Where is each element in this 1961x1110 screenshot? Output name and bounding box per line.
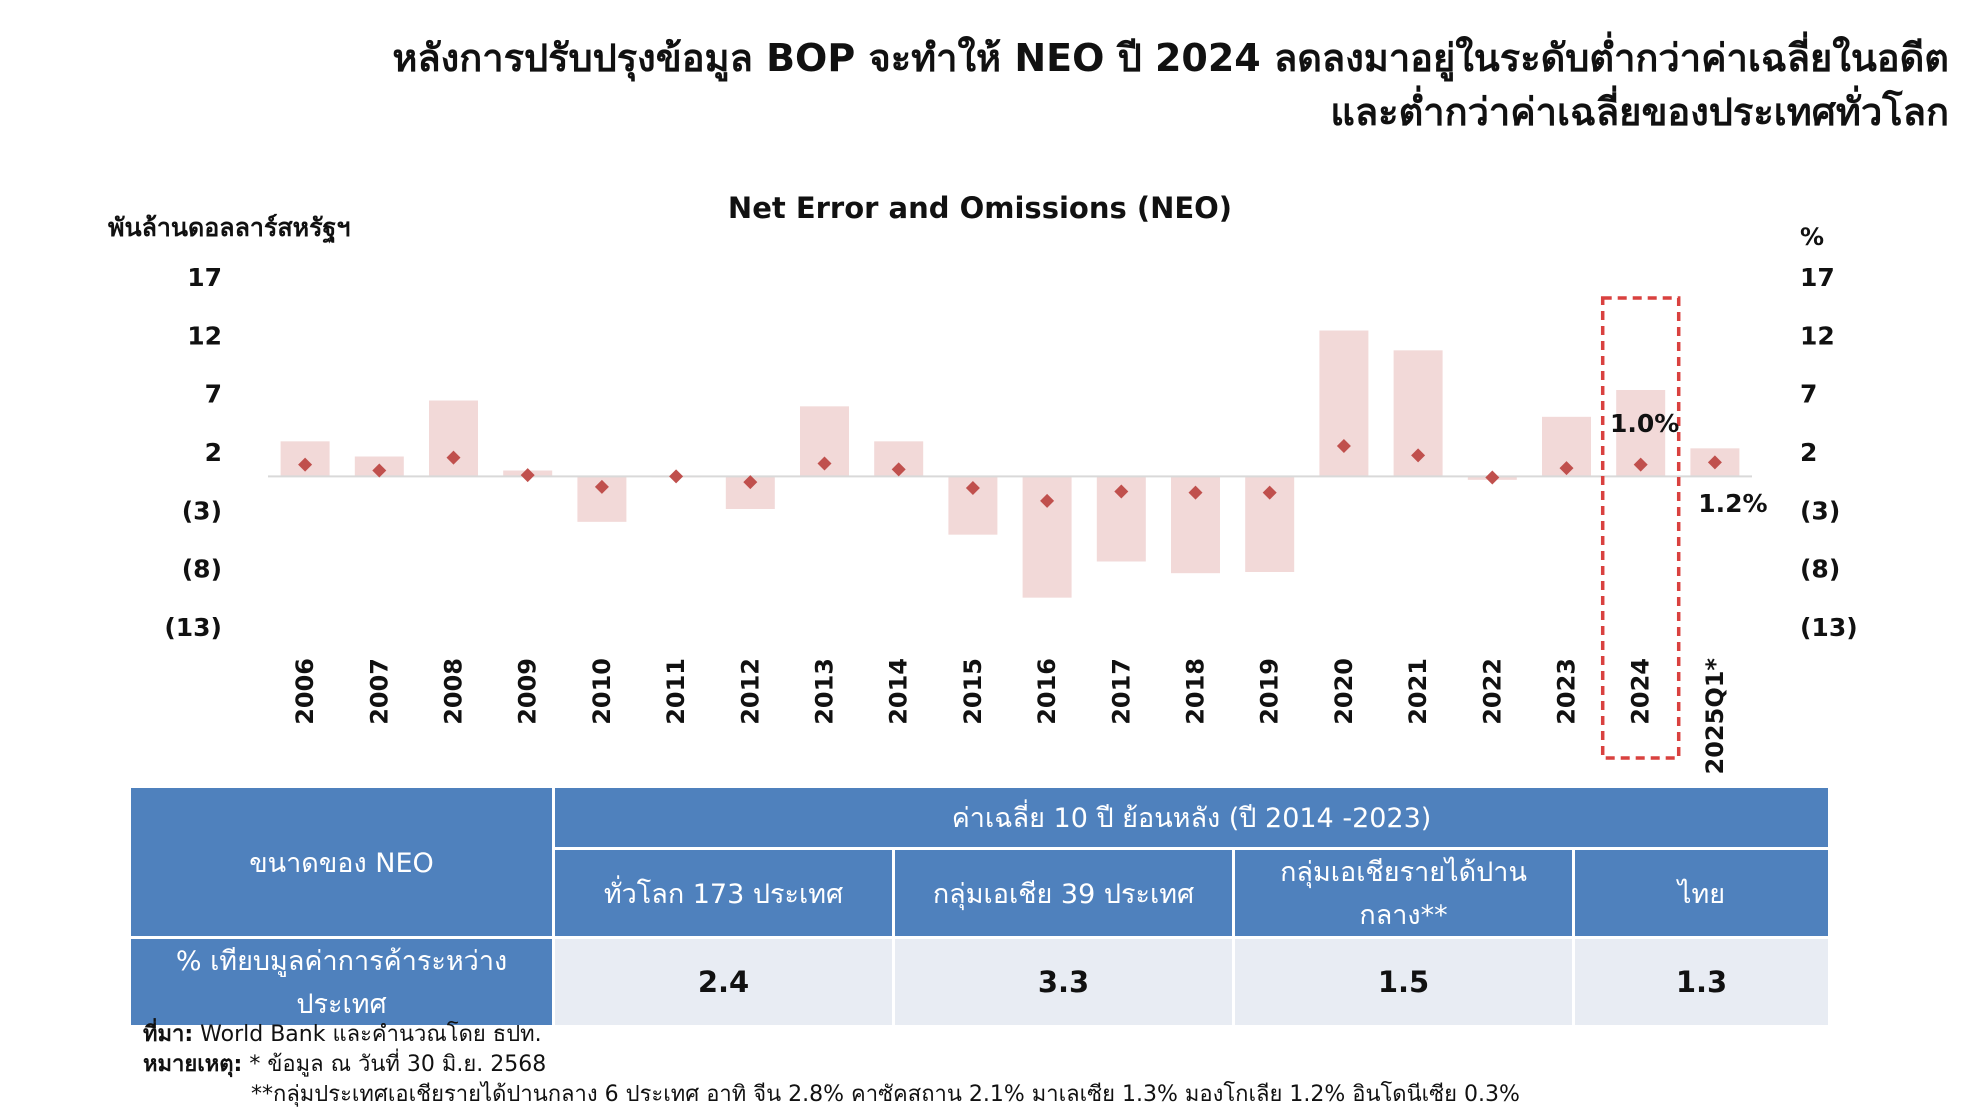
title-line-2: และต่ำกว่าค่าเฉลี่ยของประเทศทั่วโลก [1330,90,1949,134]
right-axis-unit: % [1800,223,1824,251]
left-y-tick-label: 17 [187,263,222,292]
marker-point [1114,484,1129,499]
left-y-tick-label: (3) [182,496,222,525]
table-col-asia: กลุ่มเอเชีย 39 ประเทศ [892,847,1235,939]
source-note: ที่มา: World Bank และคำนวณโดย ธปท. [143,1020,1520,1050]
right-y-tick-label: (3) [1800,496,1840,525]
marker-point [1707,455,1722,470]
marker-point [1336,439,1351,453]
x-tick-label: 2022 [1478,658,1506,725]
footnotes: ที่มา: World Bank และคำนวณโดย ธปท. หมายเ… [143,1020,1520,1110]
x-tick-label: 2008 [440,658,468,725]
marker-point [1188,485,1203,500]
marker-point [372,463,387,478]
left-y-tick-label: 2 [205,438,222,467]
x-tick-label: 2018 [1182,658,1210,725]
table-value-asia-middle-income: 1.5 [1232,936,1575,1028]
remark-note: หมายเหตุ: * ข้อมูล ณ วันที่ 30 มิ.ย. 256… [143,1050,1520,1080]
marker-point [1633,457,1648,472]
remark-text: * ข้อมูล ณ วันที่ 30 มิ.ย. 2568 [242,1052,547,1077]
marker-point [594,479,609,494]
marker-point [817,456,832,471]
x-tick-label: 2021 [1404,658,1432,725]
x-tick-label: 2019 [1256,658,1284,725]
x-tick-label: 2011 [662,658,690,725]
x-tick-label: 2010 [588,658,616,725]
neo-comparison-table: ขนาดของ NEO ค่าเฉลี่ย 10 ปี ย้อนหลัง (ปี… [128,785,1832,1028]
x-tick-label: 2014 [885,658,913,725]
marker-point [669,469,684,484]
remark-line-2: **กลุ่มประเทศเอเชียรายได้ปานกลาง 6 ประเท… [251,1082,1520,1107]
right-y-tick-label: 7 [1800,380,1817,409]
left-y-tick-label: 12 [187,321,222,350]
table-value-asia: 3.3 [892,936,1235,1028]
neo-chart: Net Error and Omissions (NEO) พันล้านดอล… [108,191,1858,775]
chart-title: Net Error and Omissions (NEO) [728,191,1232,225]
left-y-tick-label: (8) [182,555,222,584]
marker-point [1559,461,1574,476]
marker-point [446,450,461,465]
right-y-tick-label: (13) [1800,613,1858,642]
right-y-tick-label: (8) [1800,555,1840,584]
remark-label: หมายเหตุ: [143,1052,243,1077]
left-axis-unit: พันล้านดอลลาร์สหรัฐฯ [108,213,350,244]
table-row-label: % เทียบมูลค่าการค้าระหว่างประเทศ [128,936,555,1028]
x-tick-label: 2025Q1* [1701,658,1729,775]
table-row-header: ขนาดของ NEO [128,785,555,939]
table-col-thailand: ไทย [1571,847,1832,939]
annotation-label: 1.2% [1698,489,1767,518]
bar [429,400,478,477]
marker-point [965,481,980,495]
table-col-asia-middle-income: กลุ่มเอเชียรายได้ปานกลาง** [1232,847,1575,939]
x-tick-label: 2020 [1330,658,1358,725]
marker-point [520,468,535,483]
x-tick-label: 2013 [811,658,839,725]
highlight-box-2024 [1600,296,1681,760]
table-col-global: ทั่วโลก 173 ประเทศ [552,847,895,939]
left-y-tick-label: 7 [205,380,222,409]
table-group-header: ค่าเฉลี่ย 10 ปี ย้อนหลัง (ปี 2014 -2023) [551,785,1832,850]
title-line-1: หลังการปรับปรุงข้อมูล BOP จะทำให้ NEO ปี… [392,36,1949,80]
x-tick-label: 2007 [365,658,393,725]
x-tick-label: 2009 [514,658,542,725]
marker-point [1485,470,1500,485]
x-tick-label: 2012 [736,658,764,725]
x-tick-label: 2016 [1033,658,1061,725]
right-y-tick-label: 12 [1800,321,1835,350]
table-value-thailand: 1.3 [1571,936,1832,1028]
marker-point [1411,448,1426,463]
source-text: World Bank และคำนวณโดย ธปท. [193,1022,542,1047]
marker-point [298,457,313,472]
marker-point [743,475,758,490]
table-value-global: 2.4 [552,936,895,1028]
marker-point [1262,485,1277,500]
source-label: ที่มา: [143,1022,194,1047]
x-tick-label: 2024 [1627,658,1655,725]
x-tick-label: 2015 [959,658,987,725]
x-tick-label: 2023 [1553,658,1581,725]
x-tick-label: 2006 [291,658,319,725]
right-y-tick-label: 17 [1800,263,1835,292]
bar [1319,330,1369,477]
x-tick-label: 2017 [1107,658,1135,725]
marker-point [1040,493,1055,508]
left-y-tick-label: (13) [164,613,222,642]
right-y-tick-label: 2 [1800,438,1817,467]
marker-point [891,462,906,477]
annotation-label: 1.0% [1610,409,1679,438]
